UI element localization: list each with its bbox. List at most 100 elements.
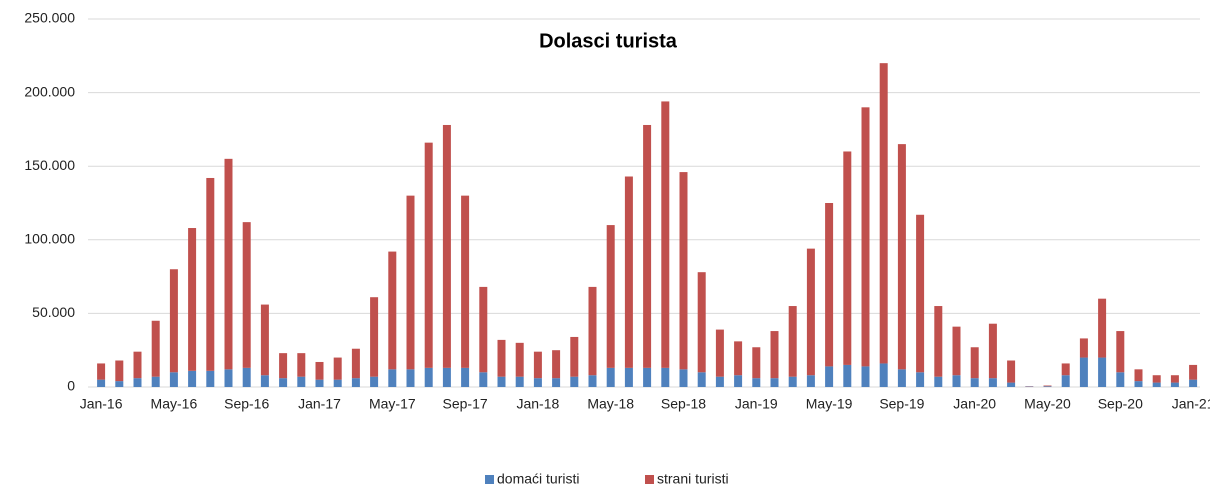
x-tick-label: Jan-19 [735,396,778,412]
bar-segment [588,375,597,387]
bar-segment [970,347,979,379]
bar-segment [1043,385,1052,387]
bar-segment [806,248,815,376]
legend-swatch [485,475,494,484]
bar-segment [497,339,506,377]
bar-segment [1043,386,1052,387]
bar-segment [424,367,433,387]
bar-segment [788,306,797,377]
bar-segment [351,348,360,379]
bar-segment [461,195,470,368]
bar-segment [333,357,342,380]
x-tick-label: May-18 [587,396,634,412]
x-tick-label: Sep-17 [443,396,488,412]
bar-segment [97,379,106,387]
bar-segment [370,297,379,377]
bar-segment [1189,364,1198,380]
bar-segment [206,370,215,387]
bar-segment [515,376,524,387]
y-tick-label: 150.000 [24,157,75,173]
bar-segment [1007,382,1016,387]
bar-segment [115,360,124,382]
bar-segment [479,372,488,387]
bar-segment [679,369,688,387]
y-tick-label: 250.000 [24,10,75,26]
bar-segment [1134,381,1143,387]
bar-segment [370,376,379,387]
x-tick-label: Jan-17 [298,396,341,412]
x-tick-label: May-17 [369,396,416,412]
bar-segment [279,378,288,387]
bar-segment [679,172,688,370]
bar-segment [970,378,979,387]
bar-segment [752,347,761,379]
legend-swatch [645,475,654,484]
bar-segment [697,272,706,373]
bar-segment [788,376,797,387]
bar-segment [151,376,160,387]
bar-segment [1079,357,1088,387]
y-tick-label: 200.000 [24,83,75,99]
bar-segment [897,369,906,387]
bar-segment [770,378,779,387]
bar-segment [697,372,706,387]
bar-segment [133,351,142,379]
bar-segment [133,378,142,387]
bar-segment [1116,372,1125,387]
bar-segment [825,203,834,367]
bar-segment [260,304,269,376]
bar-segment [169,372,178,387]
bar-segment [879,63,888,364]
bar-segment [952,326,961,376]
bar-segment [643,367,652,387]
y-tick-label: 50.000 [32,304,75,320]
bar-segment [752,378,761,387]
bar-segment [1061,363,1070,376]
bar-segment [406,369,415,387]
bar-segment [115,381,124,387]
bar-segment [916,214,925,373]
x-tick-label: Sep-18 [661,396,706,412]
x-tick-label: May-16 [151,396,198,412]
bar-segment [715,376,724,387]
bar-segment [388,369,397,387]
bar-segment [1152,382,1161,387]
bar-segment [934,306,943,377]
bar-segment [461,367,470,387]
bar-segment [861,107,870,367]
bar-segment [661,367,670,387]
bar-segment [297,376,306,387]
bar-segment [934,376,943,387]
bar-segment [188,228,197,371]
bar-segment [315,361,324,380]
bar-segment [952,375,961,387]
bar-segment [570,336,579,377]
bar-segment [315,379,324,387]
bar-segment [1170,382,1179,387]
bar-segment [588,286,597,376]
legend-label: strani turisti [657,471,729,487]
bar-segment [497,376,506,387]
bar-segment [806,375,815,387]
bar-segment [552,350,561,379]
bar-segment [1007,360,1016,383]
bar-segment [515,342,524,377]
bar-segment [533,378,542,387]
bar-segment [988,323,997,379]
bar-segment [624,367,633,387]
bar-segment [770,331,779,379]
bar-segment [169,269,178,373]
bar-segment [424,142,433,368]
bar-segment [661,101,670,368]
bar-segment [734,375,743,387]
bar-segment [1098,298,1107,358]
bar-segment [861,366,870,387]
bar-segment [479,286,488,373]
bar-segment [624,176,633,368]
bar-segment [916,372,925,387]
bar-segment [333,379,342,387]
bar-segment [843,364,852,387]
bar-segment [188,370,197,387]
bar-segment [297,353,306,377]
